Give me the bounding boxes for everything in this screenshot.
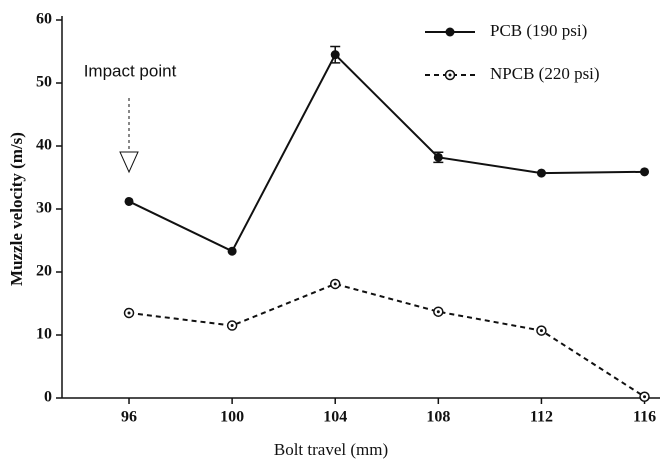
marker-dot: [539, 329, 543, 333]
marker: [124, 196, 134, 206]
y-tick-label: 30: [36, 200, 52, 217]
y-tick-label: 40: [36, 137, 52, 154]
marker-dot: [448, 73, 452, 77]
y-tick-label: 20: [36, 263, 52, 280]
annotation: Impact point: [84, 61, 177, 80]
marker-dot: [436, 310, 440, 314]
marker: [330, 50, 340, 60]
y-tick-label: 60: [36, 11, 52, 28]
y-tick-label: 10: [36, 326, 52, 343]
marker: [445, 27, 455, 37]
series-line: [128, 282, 646, 398]
x-tick-label: 116: [633, 409, 656, 426]
marker: [433, 152, 443, 162]
legend-label: NPCB (220 psi): [490, 64, 600, 83]
x-tick-label: 100: [220, 409, 244, 426]
x-tick-label: 104: [323, 409, 347, 426]
marker-dot: [127, 311, 131, 315]
marker-dot: [230, 324, 234, 328]
marker: [536, 168, 546, 178]
marker-dot: [333, 282, 337, 286]
x-tick-label: 108: [426, 409, 450, 426]
x-axis-label: Bolt travel (mm): [274, 440, 388, 459]
marker-dot: [643, 395, 647, 399]
legend-label: PCB (190 psi): [490, 21, 587, 40]
annotation-arrowhead: [119, 151, 139, 174]
marker: [640, 167, 650, 177]
y-tick-label: 0: [44, 389, 52, 406]
y-axis-label: Muzzle velocity (m/s): [7, 132, 26, 286]
series-line: [128, 52, 645, 253]
marker: [227, 246, 237, 256]
y-tick-label: 50: [36, 74, 52, 91]
x-tick-label: 112: [530, 409, 553, 426]
x-tick-label: 96: [121, 409, 137, 426]
